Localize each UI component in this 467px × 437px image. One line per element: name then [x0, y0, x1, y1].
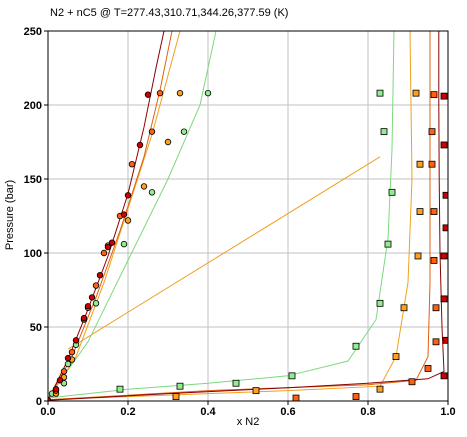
y-axis-label: Pressure (bar): [4, 180, 16, 250]
vapor-point: [442, 336, 448, 344]
vapor-point: [384, 240, 392, 248]
vapor-point: [430, 256, 438, 264]
vapor-point: [430, 208, 438, 215]
liquid-point: [148, 128, 156, 135]
bubble-curve: [48, 31, 181, 400]
vapor-point: [432, 304, 440, 312]
vapor-point: [442, 191, 448, 199]
liquid-point: [64, 360, 72, 368]
vapor-point: [424, 365, 432, 372]
y-tick-label: 50: [30, 322, 42, 334]
vapor-point: [388, 188, 396, 196]
liquid-point: [56, 377, 64, 384]
liquid-point: [92, 300, 100, 307]
vapor-point: [414, 252, 422, 260]
liquid-point: [80, 314, 88, 322]
liquid-point: [128, 160, 136, 168]
plot-background: [48, 31, 448, 401]
vapor-point: [376, 299, 384, 307]
liquid-point: [84, 303, 92, 310]
liquid-point: [140, 183, 148, 190]
liquid-point: [92, 282, 100, 289]
x-tick-label: 0.2: [120, 406, 135, 418]
liquid-point: [144, 91, 152, 98]
vapor-point: [440, 92, 448, 100]
y-tick-label: 100: [24, 248, 42, 260]
dew-curve: [48, 31, 395, 399]
liquid-point: [120, 211, 128, 218]
dew-curve: [48, 31, 445, 401]
chart-title: N2 + nC5 @ T=277.43,310.71,344.26,377.59…: [50, 7, 288, 19]
y-tick-label: 200: [24, 100, 42, 112]
vapor-point: [416, 208, 424, 215]
liquid-point: [124, 192, 132, 199]
vapor-point: [380, 128, 388, 136]
x-tick-label: 0.4: [200, 406, 216, 418]
vapor-point: [440, 252, 448, 260]
liquid-point: [176, 89, 184, 97]
y-tick-label: 150: [24, 174, 42, 186]
liquid-point: [164, 138, 172, 146]
liquid-point: [72, 337, 80, 344]
vapor-point: [116, 385, 124, 393]
liquid-point: [104, 243, 112, 251]
y-tick-label: 250: [24, 26, 42, 38]
dew-curve: [48, 31, 431, 401]
plot-clip-group: [48, 31, 448, 401]
liquid-point: [52, 385, 60, 393]
vapor-point: [440, 372, 448, 380]
liquid-point: [148, 189, 156, 196]
x-tick-label: 0.8: [360, 406, 375, 418]
plot-frame: [47, 30, 449, 402]
vapor-point: [440, 141, 448, 149]
vapor-point: [428, 160, 436, 168]
vapor-point: [252, 387, 260, 395]
vapor-point: [176, 382, 184, 390]
vapor-point: [400, 304, 408, 312]
vapor-point: [430, 91, 438, 99]
vapor-point: [352, 342, 360, 350]
vapor-point: [376, 385, 384, 393]
x-tick-label: 1.0: [440, 406, 455, 418]
liquid-point: [60, 368, 68, 375]
vapor-point: [442, 224, 448, 232]
bubble-curve: [48, 31, 217, 399]
vapor-point: [412, 89, 420, 97]
vapor-point: [428, 128, 436, 136]
liquid-point: [96, 272, 104, 279]
vapor-point: [172, 393, 180, 400]
liquid-point: [64, 354, 72, 362]
liquid-point: [136, 141, 144, 149]
liquid-point: [124, 217, 132, 224]
liquid-point: [68, 348, 76, 356]
x-tick-label: 0.6: [280, 406, 295, 418]
x-axis-label: x N2: [237, 416, 260, 428]
vapor-point: [376, 89, 384, 97]
liquid-point: [88, 294, 96, 301]
liquid-point: [108, 239, 116, 246]
vapor-point: [408, 378, 416, 386]
liquid-point: [156, 89, 164, 97]
liquid-point: [180, 128, 188, 135]
vapor-point: [232, 379, 240, 387]
vapor-point: [288, 372, 296, 380]
liquid-point: [100, 249, 108, 257]
dew-curve: [48, 31, 413, 400]
vapor-point: [416, 160, 424, 168]
y-tick-label: 0: [36, 396, 42, 408]
vapor-point: [392, 353, 400, 361]
vapor-point: [352, 393, 360, 400]
tie-line: [67, 156, 381, 350]
plot-area: 0.0 0.2 0.4 0.6 0.8 1.0 0 50 100 150 200 250: [24, 26, 456, 418]
liquid-point: [120, 240, 128, 248]
liquid-point: [204, 89, 212, 97]
vapor-point: [440, 295, 448, 303]
x-tick-label: 0.0: [40, 406, 55, 418]
vapor-point: [292, 394, 300, 401]
vapor-point: [432, 338, 440, 346]
